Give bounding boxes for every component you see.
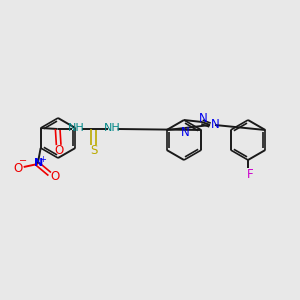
Text: N: N [211,118,219,130]
Text: N: N [199,112,207,124]
Text: N: N [34,158,43,168]
Text: N: N [181,125,190,139]
Text: O: O [13,161,22,175]
Text: S: S [90,143,98,157]
Text: F: F [247,167,253,181]
Text: O: O [54,143,63,157]
Text: O: O [50,169,59,182]
Text: −: − [19,156,27,166]
Text: +: + [39,154,46,164]
Text: NH: NH [104,123,121,133]
Text: NH: NH [68,123,85,133]
